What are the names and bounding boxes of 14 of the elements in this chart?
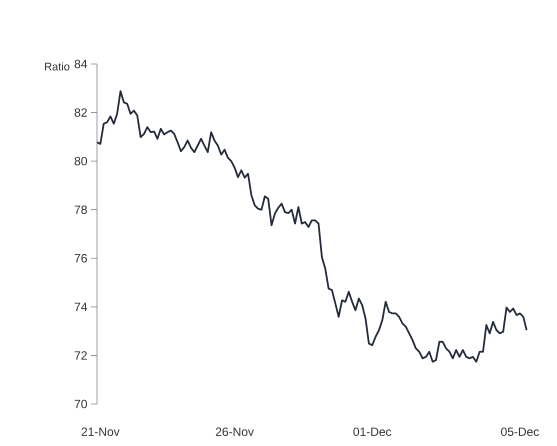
x-tick-label: 01-Dec: [353, 428, 392, 436]
y-tick-label: 78: [74, 205, 87, 214]
y-tick-label: 74: [74, 302, 88, 311]
x-tick-label: 21-Nov: [82, 428, 120, 436]
y-tick-label: 76: [74, 254, 87, 263]
y-tick-label: 82: [74, 108, 87, 117]
x-tick-label: 05-Dec: [501, 428, 539, 436]
y-tick-label: 70: [74, 400, 88, 408]
y-axis-title: Ratio: [45, 62, 70, 70]
line-series: [96, 90, 528, 363]
y-tick-label: 80: [74, 156, 88, 166]
y-tick-label: 84: [74, 60, 88, 68]
y-tick-label: 72: [74, 351, 87, 360]
x-tick-label: 26-Nov: [216, 428, 254, 436]
